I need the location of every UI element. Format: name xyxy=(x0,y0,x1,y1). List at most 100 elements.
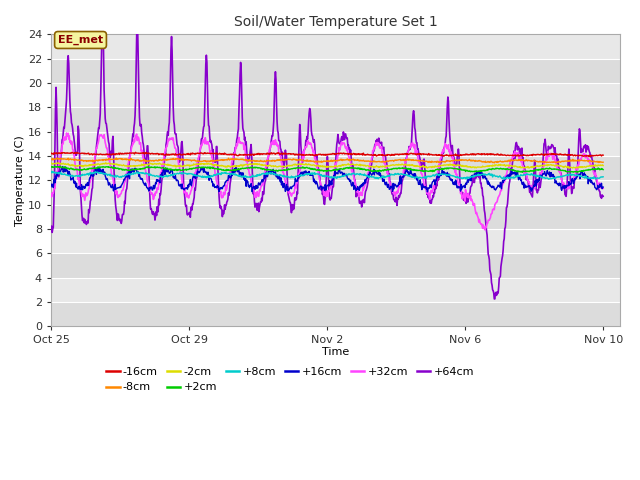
-2cm xyxy=(566,165,573,171)
-16cm xyxy=(104,151,111,157)
-2cm xyxy=(488,163,496,169)
+8cm xyxy=(427,174,435,180)
+2cm xyxy=(104,164,112,170)
+64cm xyxy=(99,3,106,9)
+2cm xyxy=(56,164,64,169)
+64cm xyxy=(478,185,486,191)
-16cm xyxy=(291,152,299,158)
Bar xyxy=(51,180,620,205)
+32cm xyxy=(63,130,70,136)
+8cm xyxy=(501,176,509,182)
+64cm xyxy=(47,226,55,232)
Bar xyxy=(51,278,620,302)
-8cm xyxy=(53,155,61,161)
Line: +32cm: +32cm xyxy=(51,133,603,230)
+8cm xyxy=(271,171,278,177)
+2cm xyxy=(427,168,435,173)
Line: +16cm: +16cm xyxy=(51,166,603,192)
+2cm xyxy=(291,165,299,171)
-2cm xyxy=(102,160,109,166)
+16cm xyxy=(479,175,486,181)
Y-axis label: Temperature (C): Temperature (C) xyxy=(15,135,25,226)
Line: +8cm: +8cm xyxy=(51,171,603,179)
Bar xyxy=(51,132,620,156)
-16cm xyxy=(478,151,486,156)
+2cm xyxy=(518,169,526,175)
+16cm xyxy=(291,180,299,186)
-2cm xyxy=(104,160,112,166)
Line: +2cm: +2cm xyxy=(51,167,603,172)
-16cm xyxy=(271,151,278,156)
+8cm xyxy=(599,174,607,180)
Line: -2cm: -2cm xyxy=(51,163,603,168)
+16cm xyxy=(47,184,55,190)
-8cm xyxy=(490,160,498,166)
Bar xyxy=(51,302,620,326)
+8cm xyxy=(47,169,55,175)
Bar xyxy=(51,83,620,108)
-16cm xyxy=(132,149,140,155)
-8cm xyxy=(271,158,278,164)
+16cm xyxy=(489,183,497,189)
+64cm xyxy=(271,77,278,83)
-8cm xyxy=(488,159,496,165)
-2cm xyxy=(478,164,486,170)
-16cm xyxy=(488,151,496,157)
-16cm xyxy=(47,150,55,156)
+2cm xyxy=(599,167,607,172)
+64cm xyxy=(491,296,499,302)
+32cm xyxy=(104,154,112,159)
+64cm xyxy=(291,195,299,201)
+2cm xyxy=(271,168,278,174)
-2cm xyxy=(47,160,55,166)
X-axis label: Time: Time xyxy=(322,347,349,357)
-16cm xyxy=(427,152,435,157)
-2cm xyxy=(427,164,435,170)
Bar xyxy=(51,59,620,83)
Text: EE_met: EE_met xyxy=(58,35,103,45)
+8cm xyxy=(49,168,56,174)
+8cm xyxy=(488,171,496,177)
-8cm xyxy=(291,156,299,162)
-8cm xyxy=(478,159,486,165)
Bar xyxy=(51,156,620,180)
-2cm xyxy=(599,163,607,168)
+64cm xyxy=(104,135,112,141)
+16cm xyxy=(232,163,240,169)
+64cm xyxy=(488,282,496,288)
+32cm xyxy=(481,227,489,233)
+16cm xyxy=(428,185,435,191)
+32cm xyxy=(47,191,55,197)
Bar xyxy=(51,205,620,229)
-16cm xyxy=(599,152,607,158)
Line: +64cm: +64cm xyxy=(51,6,603,299)
+32cm xyxy=(271,142,278,147)
Legend: -16cm, -8cm, -2cm, +2cm, +8cm, +16cm, +32cm, +64cm: -16cm, -8cm, -2cm, +2cm, +8cm, +16cm, +3… xyxy=(102,362,479,397)
+64cm xyxy=(599,193,607,199)
-8cm xyxy=(427,159,435,165)
+2cm xyxy=(488,166,496,171)
-8cm xyxy=(47,156,55,162)
+32cm xyxy=(478,223,486,229)
-8cm xyxy=(599,159,607,165)
+16cm xyxy=(424,189,431,195)
+32cm xyxy=(489,206,497,212)
+16cm xyxy=(104,177,111,182)
+2cm xyxy=(47,164,55,170)
+32cm xyxy=(427,189,435,195)
+64cm xyxy=(427,199,435,204)
+16cm xyxy=(271,169,278,175)
-16cm xyxy=(587,154,595,159)
+2cm xyxy=(478,168,486,174)
Bar xyxy=(51,229,620,253)
Line: -16cm: -16cm xyxy=(51,152,603,156)
Bar xyxy=(51,108,620,132)
+8cm xyxy=(478,171,486,177)
+32cm xyxy=(599,185,607,191)
Line: -8cm: -8cm xyxy=(51,158,603,163)
-2cm xyxy=(291,162,299,168)
+8cm xyxy=(104,171,112,177)
Bar xyxy=(51,253,620,278)
+8cm xyxy=(291,175,299,180)
+32cm xyxy=(291,186,299,192)
